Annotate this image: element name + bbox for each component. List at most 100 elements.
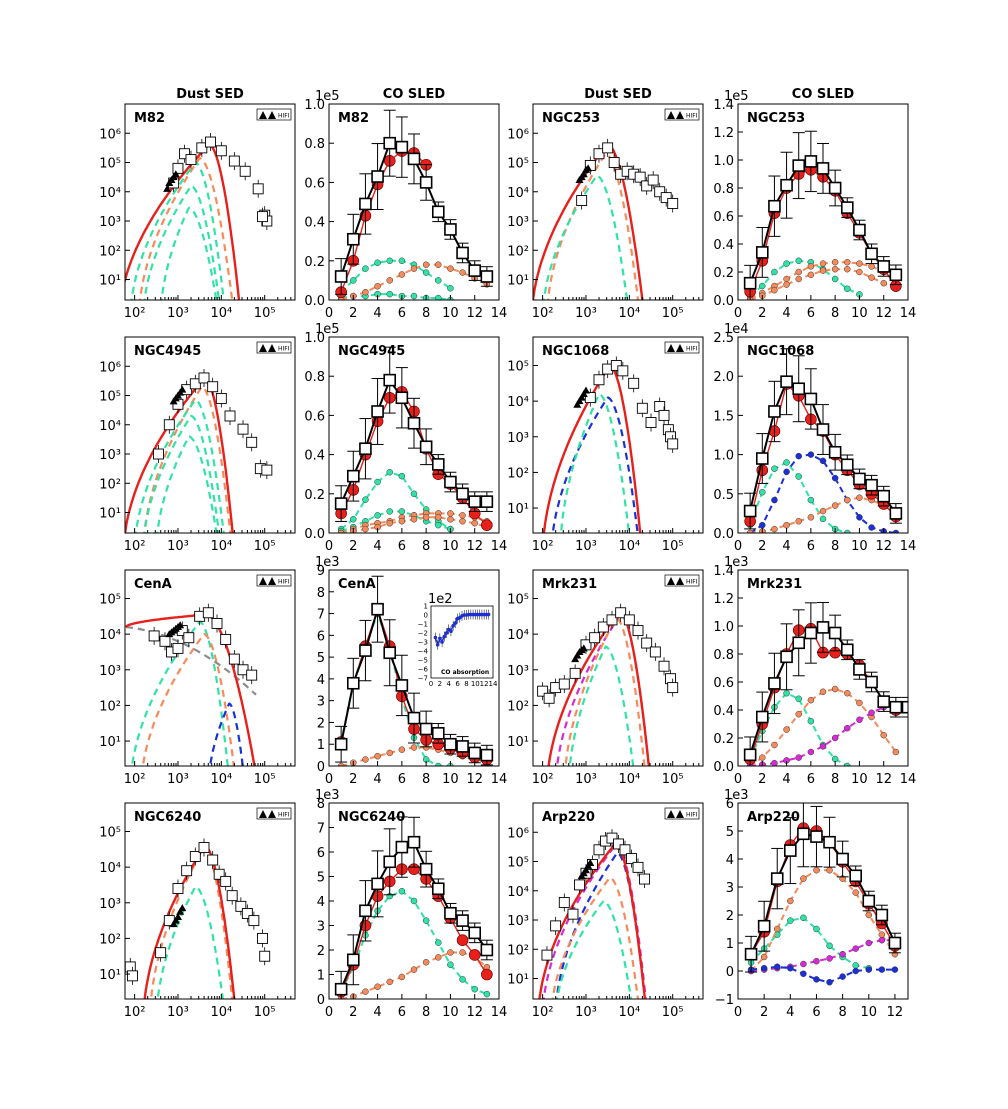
- observed-point: [780, 178, 793, 192]
- x-tick-label: 8: [831, 539, 839, 554]
- y-tick-label: 0.4: [713, 704, 734, 719]
- component-point: [386, 290, 393, 298]
- panel-title: NGC4945: [134, 344, 201, 359]
- observed-point: [865, 247, 878, 261]
- component-point: [844, 762, 851, 766]
- component-point: [773, 963, 781, 971]
- plot-area: [334, 575, 494, 766]
- x-tick-label: 10⁵: [254, 772, 276, 787]
- component-point: [459, 269, 466, 276]
- y-tick-label: 10¹: [99, 507, 121, 522]
- observed-point: [419, 440, 433, 454]
- y-tick-label: 1.0: [304, 331, 325, 346]
- observed-point: [371, 405, 384, 418]
- component-point: [868, 709, 875, 717]
- component-point: [807, 748, 815, 756]
- x-tick-label: 10⁴: [210, 1005, 232, 1020]
- component-point: [374, 283, 381, 290]
- component-sled: [749, 259, 860, 297]
- photometry-point: [226, 890, 238, 902]
- axes-frame: [328, 802, 500, 1000]
- y-tick-label: 0.6: [304, 409, 325, 424]
- component-point: [771, 268, 778, 276]
- hifi-triangle-icon: [667, 810, 675, 818]
- x-tick-label: 6: [398, 1005, 406, 1020]
- x-tick-label: 6: [398, 306, 406, 321]
- component-point: [398, 973, 406, 981]
- observed-point: [743, 504, 757, 518]
- observed-point: [468, 746, 482, 760]
- y-tick-label: 10⁴: [507, 628, 529, 643]
- hifi-badge: [256, 341, 292, 354]
- plot-area: [743, 348, 903, 533]
- y-tick-label: 10⁴: [507, 186, 529, 201]
- y-tick-label: 5: [317, 651, 325, 666]
- observed-point: [346, 676, 360, 690]
- component-point: [771, 759, 778, 766]
- observed-point: [444, 475, 457, 489]
- hifi-point: [581, 386, 590, 394]
- observed-point: [371, 877, 384, 891]
- y-scale-label: 1e3: [315, 788, 340, 803]
- component-point: [800, 914, 807, 922]
- observed-point: [840, 643, 854, 657]
- component-point: [795, 268, 802, 276]
- component-point: [771, 525, 778, 533]
- photometry-point: [228, 653, 240, 665]
- absorption-point: [435, 642, 440, 647]
- plot-area: [533, 138, 679, 300]
- component-point: [398, 257, 406, 265]
- y-tick-label: 0.4: [304, 216, 325, 231]
- y-tick-label: 10³: [99, 215, 121, 230]
- component-point: [795, 710, 802, 718]
- component-point: [435, 762, 442, 766]
- hifi-label: HIFI: [686, 113, 698, 120]
- component-point: [435, 521, 442, 529]
- photometry-point: [207, 381, 219, 393]
- x-tick-label: 12: [466, 772, 483, 787]
- photometry-point: [257, 211, 268, 223]
- component-point: [819, 457, 827, 465]
- component-point: [422, 959, 430, 966]
- photometry-point: [649, 646, 661, 658]
- x-tick-label: 10²: [532, 1005, 554, 1020]
- x-tick-label: 4: [782, 539, 790, 554]
- component-point: [865, 939, 873, 947]
- photometry-point: [198, 842, 210, 853]
- photometry-point: [237, 423, 249, 435]
- component-point: [447, 265, 454, 272]
- observed-point: [431, 458, 445, 471]
- component-point: [374, 478, 381, 486]
- photometry-point: [220, 875, 232, 887]
- observed-point: [480, 748, 494, 762]
- y-tick-label: 10³: [507, 431, 529, 446]
- component-point: [386, 277, 393, 284]
- inset-y-tick-label: −7: [418, 675, 428, 683]
- plot-area: [125, 603, 258, 766]
- component-point: [852, 889, 859, 896]
- total-sed-curve: [125, 143, 241, 300]
- photometry-point: [626, 853, 637, 865]
- y-tick-label: 2: [317, 944, 325, 959]
- photometry-point: [608, 157, 620, 168]
- y-tick-label: 10¹: [99, 274, 121, 289]
- observed-point: [359, 904, 372, 918]
- component-point: [398, 271, 406, 278]
- y-tick-label: 10¹: [507, 274, 529, 289]
- photometry-point: [181, 865, 193, 877]
- component-point: [759, 282, 766, 290]
- y-tick-label: 0.0: [713, 294, 734, 309]
- y-tick-label: 10⁵: [507, 856, 529, 871]
- y-tick-label: 2: [726, 909, 734, 924]
- component-point: [410, 490, 418, 498]
- panel-ngc4945-dust-sed: 10² 10³ 10⁴ 10⁵ 10¹ 10² 10³ 10⁴ 10⁵ 10⁶ HIFI NGC494…: [99, 336, 296, 554]
- observed-point: [383, 646, 397, 660]
- inset-y-tick-label: 1: [424, 603, 428, 611]
- component-point: [386, 468, 393, 476]
- inset-y-tick-label: −6: [418, 666, 429, 674]
- panel-arp220-dust-sed: 10² 10³ 10⁴ 10⁵ 10¹ 10² 10³ 10⁴ 10⁵ 10⁶ HIFI Arp220: [507, 802, 704, 1020]
- panel-title: Arp220: [542, 810, 595, 825]
- x-tick-label: 10³: [575, 306, 597, 321]
- component-point: [891, 966, 899, 973]
